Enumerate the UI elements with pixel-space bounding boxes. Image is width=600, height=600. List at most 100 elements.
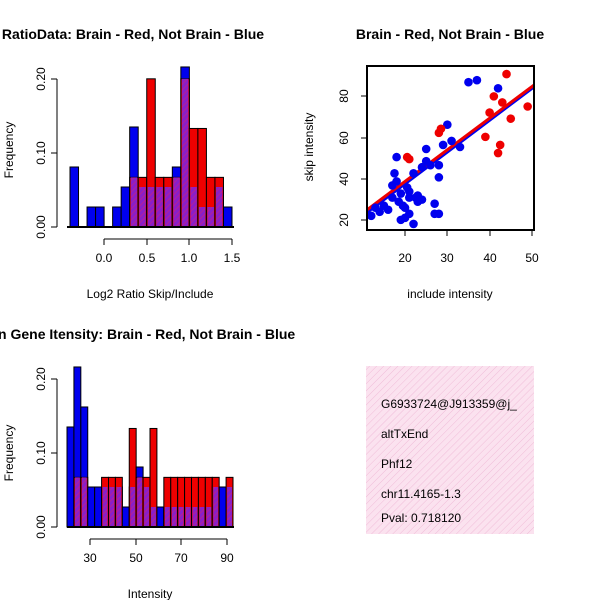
point-not-brain (400, 203, 410, 213)
x-tick-label: 20 (398, 251, 412, 265)
point-not-brain (390, 169, 399, 178)
intensity-scatter: Brain - Red, Not Brain - Blue include in… (302, 26, 544, 301)
point-not-brain (396, 215, 406, 225)
point-not-brain (367, 211, 376, 221)
bar-overlap (206, 506, 212, 527)
point-not-brain (421, 144, 431, 154)
bar-not-brain (156, 506, 165, 528)
bar-overlap (198, 206, 206, 227)
point-brain (502, 69, 511, 79)
bar-not-brain (112, 206, 122, 228)
point-brain (485, 108, 494, 117)
scatter-y-axis: 20 40 60 80 (337, 89, 367, 227)
bar-overlap (171, 506, 177, 527)
ratio-histogram-title: RatioData: Brain - Red, Not Brain - Blue (2, 26, 264, 42)
info-event-id: G6933724@J913359@j_ (381, 397, 517, 411)
info-pval: Pval: 0.718120 (381, 511, 461, 525)
point-brain (506, 114, 516, 123)
point-not-brain (396, 189, 406, 198)
point-brain (495, 140, 505, 150)
bar-overlap (185, 506, 191, 527)
ratio-histogram-x-axis: 0.0 0.5 1.0 1.5 (96, 238, 241, 265)
bar-overlap (74, 477, 80, 527)
intensity-histogram: Mean Gene Itensity: Brain - Red, Not Bra… (0, 326, 295, 600)
x-tick-label: 90 (220, 551, 234, 565)
scatter-title: Brain - Red, Not Brain - Blue (356, 26, 544, 42)
y-tick-label: 0.20 (34, 367, 48, 391)
ratio-histogram-y-axis: 0.00 0.10 0.20 (34, 67, 58, 239)
point-not-brain (421, 156, 431, 166)
y-tick-label: 0.20 (34, 67, 48, 91)
bar-overlap (178, 506, 184, 527)
y-tick-label: 20 (337, 213, 351, 227)
bar-overlap (199, 506, 205, 527)
point-not-brain (443, 120, 452, 130)
point-not-brain (383, 205, 393, 215)
x-tick-label: 30 (440, 251, 454, 265)
x-tick-label: 1.5 (224, 251, 241, 265)
bar-overlap (137, 477, 143, 527)
scatter-xlabel: include intensity (407, 287, 492, 301)
x-tick-label: 50 (525, 251, 539, 265)
point-not-brain (417, 162, 427, 172)
bar-not-brain (121, 506, 130, 528)
y-tick-label: 0.10 (34, 141, 48, 165)
info-event-type: altTxEnd (381, 427, 428, 441)
point-not-brain (404, 187, 414, 196)
x-tick-label: 30 (83, 551, 97, 565)
bar-overlap (151, 506, 156, 527)
point-brain (404, 154, 414, 164)
bar-overlap (156, 186, 163, 227)
y-tick-label: 0.10 (34, 441, 48, 465)
bar-overlap (130, 486, 136, 527)
bar-not-brain (95, 206, 105, 228)
regression-line (367, 83, 534, 212)
ratio-histogram-bars (69, 66, 233, 228)
bar-overlap (102, 486, 108, 527)
point-brain (489, 92, 499, 101)
bar-not-brain (87, 486, 96, 528)
point-not-brain (413, 197, 423, 206)
point-not-brain (409, 169, 418, 178)
point-not-brain (472, 75, 482, 85)
point-not-brain (375, 207, 384, 217)
y-tick-label: 80 (337, 89, 351, 103)
point-not-brain (409, 219, 418, 229)
bar-overlap (207, 206, 214, 227)
point-not-brain (388, 193, 397, 202)
bar-overlap (109, 486, 115, 527)
point-brain (493, 148, 503, 158)
bar-overlap (213, 486, 219, 527)
bar-overlap (139, 186, 146, 227)
info-panel: G6933724@J913359@j_ altTxEnd Phf12 chr11… (366, 366, 534, 534)
point-not-brain (447, 136, 456, 146)
intensity-histogram-y-axis: 0.00 0.10 0.20 (34, 367, 58, 539)
scatter-x-axis: 20 30 40 50 (398, 230, 539, 265)
bar-overlap (116, 486, 122, 527)
intensity-histogram-xlabel: Intensity (128, 587, 173, 600)
x-tick-label: 1.0 (181, 251, 198, 265)
bar-overlap (215, 186, 223, 227)
bar-not-brain (120, 186, 131, 228)
bar-not-brain (86, 206, 97, 228)
x-tick-label: 50 (129, 551, 143, 565)
bar-overlap (181, 78, 189, 228)
info-location: chr11.4165-1.3 (381, 487, 461, 501)
point-brain (523, 102, 532, 111)
intensity-histogram-x-axis: 30 50 70 90 (83, 538, 234, 565)
bar-not-brain (66, 426, 75, 528)
bar-overlap (164, 186, 172, 227)
point-not-brain (430, 199, 439, 208)
scatter-plot-area (367, 69, 534, 229)
bar-overlap (173, 177, 180, 227)
scatter-content (367, 69, 534, 229)
ratio-histogram: RatioData: Brain - Red, Not Brain - Blue… (2, 26, 264, 301)
point-not-brain (464, 77, 473, 87)
bar-overlap (164, 506, 170, 527)
bar-not-brain (222, 206, 233, 228)
point-brain (481, 132, 490, 142)
bar-overlap (81, 477, 87, 527)
intensity-histogram-title: Mean Gene Itensity: Brain - Red, Not Bra… (0, 326, 295, 342)
ratio-histogram-xlabel: Log2 Ratio Skip/Include (87, 287, 214, 301)
